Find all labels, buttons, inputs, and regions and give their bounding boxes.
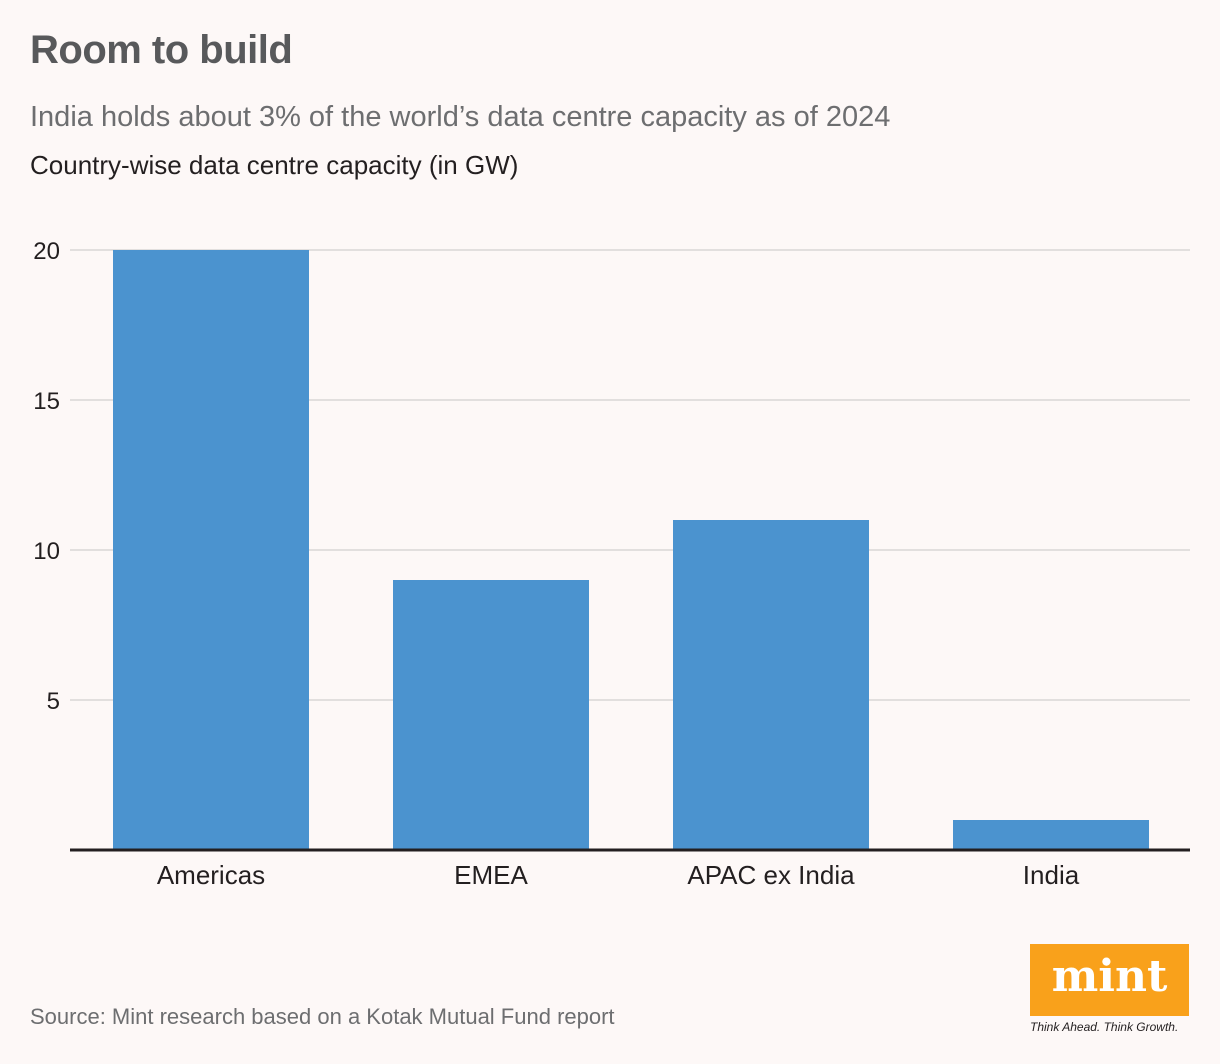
bar-americas [113,250,309,850]
y-tick-label: 10 [33,538,60,565]
chart-title: Room to build [30,28,293,72]
y-tick-label: 15 [33,388,60,415]
bar-emea [393,580,589,850]
x-tick-label: EMEA [454,860,528,890]
y-axis-label: Country-wise data centre capacity (in GW… [30,150,519,180]
bar-india [953,820,1149,850]
source-note: Source: Mint research based on a Kotak M… [30,1004,615,1029]
x-tick-label: Americas [157,860,265,890]
y-tick-label: 20 [33,238,60,265]
x-tick-label: India [1023,860,1080,890]
bar-apac-ex-india [673,520,869,850]
x-tick-label: APAC ex India [687,860,855,890]
y-tick-label: 5 [47,688,60,715]
logo-tagline: Think Ahead. Think Growth. [1030,1020,1179,1034]
mint-logo: mint [1030,944,1189,1016]
chart-subtitle: India holds about 3% of the world’s data… [30,101,891,133]
